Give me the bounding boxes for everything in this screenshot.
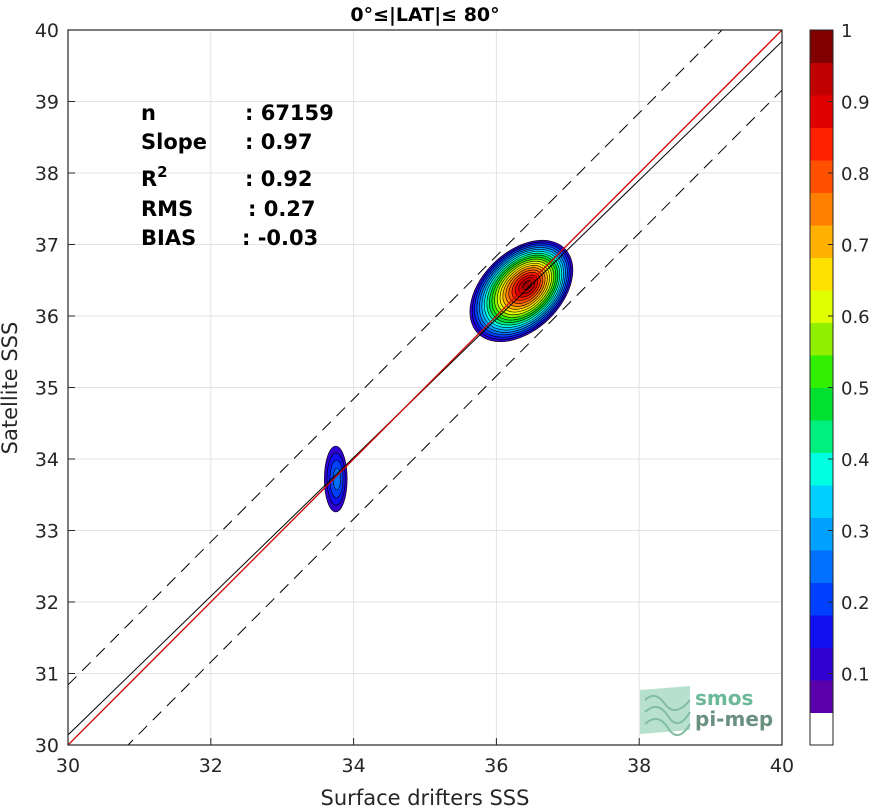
colorbar-swatch xyxy=(810,322,833,356)
y-axis: 30 31 32 33 34 35 36 37 38 39 40 xyxy=(35,20,75,757)
colorbar-tick-label: 0.3 xyxy=(841,522,870,543)
chart-title: 0°≤|LAT|≤ 80° xyxy=(350,4,499,26)
y-tick-label: 36 xyxy=(35,306,59,328)
confidence-dashed-line xyxy=(68,30,723,686)
x-tick-label: 34 xyxy=(342,755,366,777)
stat-value: : 0.97 xyxy=(245,130,313,154)
one-to-one-line xyxy=(68,30,782,745)
colorbar-swatch xyxy=(810,387,833,421)
y-tick-label: 37 xyxy=(35,235,59,257)
colorbar-tick-label: 0.5 xyxy=(841,379,870,400)
y-tick-label: 32 xyxy=(35,592,59,614)
stat-value: : -0.03 xyxy=(242,226,318,250)
stat-label: RMS xyxy=(141,197,193,221)
colorbar-swatch xyxy=(810,712,833,746)
stat-label: Slope xyxy=(141,130,207,154)
colorbar-tick-label: 1 xyxy=(841,21,852,42)
y-tick-label: 34 xyxy=(35,449,59,471)
logo-icon xyxy=(640,686,691,736)
x-tick-label: 38 xyxy=(627,755,651,777)
colorbar-swatch xyxy=(810,647,833,681)
x-tick-label: 40 xyxy=(770,755,794,777)
y-tick-label: 40 xyxy=(35,20,59,42)
colorbar-tick-label: 0.9 xyxy=(841,93,870,114)
colorbar-swatch xyxy=(810,30,833,63)
x-tick-label: 30 xyxy=(56,755,80,777)
statistics-box: n : 67159 Slope : 0.97 R2 : 0.92 RMS : 0.27 BIAS… xyxy=(141,101,334,250)
regression-lines xyxy=(68,30,782,745)
colorbar-swatch xyxy=(810,485,833,518)
stat-label: R2 xyxy=(141,163,168,191)
colorbar-swatch xyxy=(810,420,833,453)
colorbar-swatch xyxy=(810,225,833,258)
x-tick-label: 36 xyxy=(484,755,508,777)
colorbar-tick-label: 0.7 xyxy=(841,236,870,257)
colorbar-swatch xyxy=(810,355,833,388)
colorbar-swatch xyxy=(810,95,833,128)
colorbar-tick-label: 0.1 xyxy=(841,665,870,686)
x-axis-label: Surface drifters SSS xyxy=(321,786,530,808)
colorbar: 0.1 0.2 0.3 0.4 0.5 0.6 0.7 0.8 0.9 1 xyxy=(809,21,870,746)
colorbar-swatch xyxy=(810,452,833,486)
colorbar-swatch xyxy=(810,680,833,713)
colorbar-swatch xyxy=(810,517,833,551)
confidence-dashed-line xyxy=(127,89,782,745)
colorbar-tick-label: 0.6 xyxy=(841,307,870,328)
y-tick-label: 31 xyxy=(35,664,59,686)
y-tick-label: 38 xyxy=(35,163,59,185)
smos-pi-mep-logo: smos pi-mep xyxy=(640,686,773,736)
grid xyxy=(67,29,783,746)
y-tick-label: 33 xyxy=(35,521,59,543)
colorbar-swatch xyxy=(810,192,833,226)
stat-value: : 0.27 xyxy=(248,197,316,221)
y-axis-label: Satellite SSS xyxy=(0,322,22,455)
y-tick-label: 39 xyxy=(35,92,59,114)
colorbar-swatch xyxy=(810,615,833,648)
logo-line2: pi-mep xyxy=(695,707,773,731)
x-tick-label: 32 xyxy=(199,755,223,777)
colorbar-swatch xyxy=(810,290,833,323)
colorbar-swatch xyxy=(810,62,833,96)
y-tick-label: 35 xyxy=(35,378,59,400)
colorbar-swatch xyxy=(810,257,833,291)
colorbar-tick-label: 0.8 xyxy=(841,164,870,185)
logo-line1: smos xyxy=(695,686,753,710)
colorbar-swatch xyxy=(810,582,833,616)
y-tick-label: 30 xyxy=(35,735,59,757)
stat-value: : 67159 xyxy=(245,101,334,125)
stat-value: : 0.92 xyxy=(245,167,313,191)
stat-label: BIAS xyxy=(141,226,196,250)
colorbar-swatch xyxy=(810,550,833,583)
colorbar-swatch xyxy=(810,127,833,161)
density-blob-2 xyxy=(324,445,348,513)
colorbar-tick-label: 0.4 xyxy=(841,450,870,471)
colorbar-swatch xyxy=(810,160,833,193)
x-axis: 30 32 34 36 38 40 xyxy=(56,738,794,777)
colorbar-tick-label: 0.2 xyxy=(841,593,870,614)
stat-label: n xyxy=(141,101,156,125)
